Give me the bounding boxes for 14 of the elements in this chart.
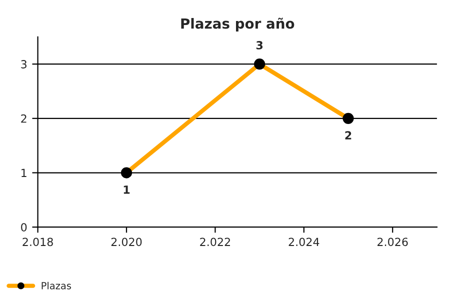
chart-title: Plazas por año: [181, 18, 294, 32]
x-tick-label: 2.022: [200, 238, 230, 246]
data-label: 1: [124, 186, 130, 194]
y-tick-label: 0: [21, 223, 27, 232]
x-tick-label: 2.026: [378, 238, 408, 246]
data-label: 2: [345, 131, 352, 140]
x-tick-label: 2.024: [288, 238, 320, 246]
x-tick-label: 2.018: [22, 238, 53, 246]
y-tick-label: 1: [22, 168, 26, 177]
legend-label: Plazas: [42, 282, 72, 290]
x-tick-label: 2.020: [111, 238, 142, 246]
y-tick-label: 3: [21, 60, 26, 68]
data-label: 3: [256, 41, 263, 50]
y-tick-label: 2: [21, 114, 26, 123]
